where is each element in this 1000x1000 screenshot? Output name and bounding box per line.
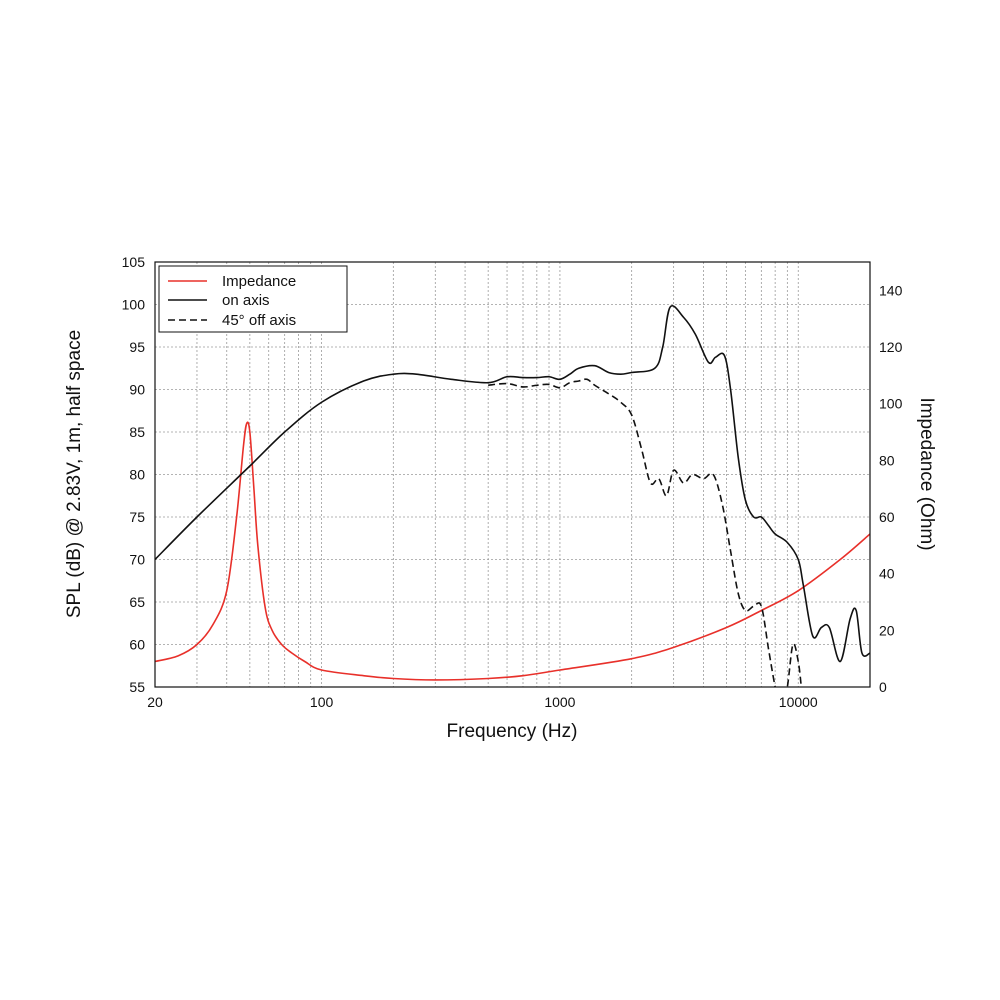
y-tick-label: 95: [129, 339, 145, 355]
y-tick-label: 100: [122, 297, 146, 313]
tick-labels: 20 100 1000 10000 55 60 65 70 75 80 85 90 95 100 105 0 2…: [122, 254, 903, 710]
y-tick-label: 85: [129, 424, 145, 440]
x-axis-label: Frequency (Hz): [447, 721, 578, 742]
plot-frame: [154, 261, 871, 688]
legend: Impedance on axis 45° off axis: [158, 265, 348, 333]
y2-tick-label: 20: [879, 622, 895, 638]
y2-tick-label: 120: [879, 339, 903, 355]
y-tick-label: 70: [129, 552, 145, 568]
series-line-on-axis: [155, 305, 870, 663]
y2-tick-label: 80: [879, 452, 895, 468]
legend-label-off-axis: 45° off axis: [222, 312, 296, 329]
series-line-impedance: [155, 421, 870, 681]
legend-label-on-axis: on axis: [222, 292, 270, 309]
x-tick-label: 20: [147, 694, 163, 710]
y-tick-label: 90: [129, 382, 145, 398]
y-tick-label: 60: [129, 637, 145, 653]
y2-axis-label: Impedance (Ohm): [916, 397, 937, 550]
series-line-45-off-axis: [488, 378, 803, 687]
y-tick-label: 80: [129, 467, 145, 483]
y-tick-label: 105: [122, 254, 146, 270]
y2-tick-label: 100: [879, 396, 903, 412]
legend-box: [158, 265, 348, 333]
y2-tick-label: 40: [879, 566, 895, 582]
series-lines: [155, 305, 870, 687]
y-tick-label: 75: [129, 509, 145, 525]
y2-tick-label: 60: [879, 509, 895, 525]
x-tick-label: 10000: [779, 694, 818, 710]
grid: [155, 262, 870, 687]
y-tick-label: 55: [129, 679, 145, 695]
legend-label-impedance: Impedance: [222, 273, 296, 290]
x-tick-label: 1000: [544, 694, 575, 710]
y2-tick-label: 140: [879, 282, 903, 298]
y-axis-label: SPL (dB) @ 2.83V, 1m, half space: [64, 330, 85, 618]
y-tick-label: 65: [129, 594, 145, 610]
x-tick-label: 100: [310, 694, 334, 710]
y2-tick-label: 0: [879, 679, 887, 695]
